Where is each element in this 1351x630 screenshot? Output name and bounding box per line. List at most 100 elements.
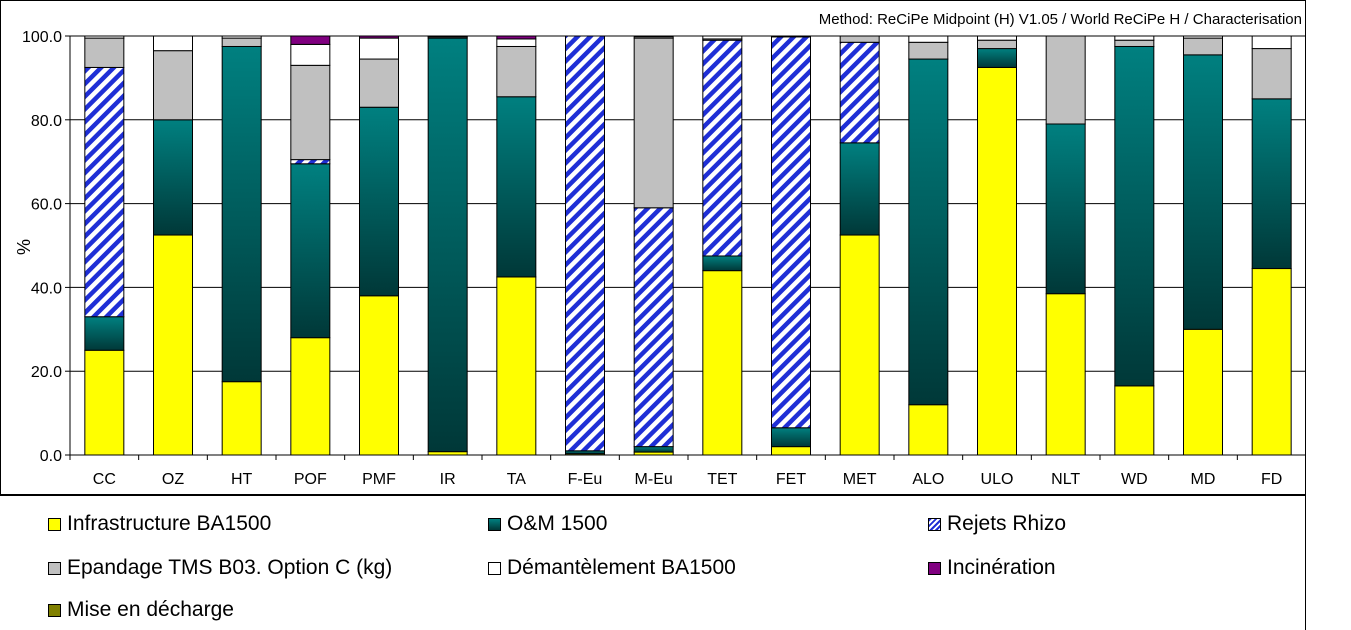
legend-item: Mise en décharge — [48, 598, 234, 622]
bar-segment-pmf-series-0 — [360, 296, 399, 455]
x-tick-label: OZ — [162, 471, 184, 488]
bar-segment-met-series-1 — [840, 143, 879, 235]
legend-item: Infrastructure BA1500 — [48, 512, 271, 536]
bar-segment-fet-series-1 — [772, 428, 811, 447]
bar-segment-pof-series-5 — [291, 36, 330, 44]
bar-segment-cc-series-4 — [85, 36, 124, 38]
bar-segment-ta-series-5 — [497, 36, 536, 39]
y-tick-label: 100.0 — [22, 29, 62, 46]
bar-segment-tet-series-4 — [703, 36, 742, 39]
bar-segment-ulo-series-0 — [978, 67, 1017, 455]
x-tick-label: M-Eu — [635, 471, 673, 488]
bar-segment-alo-series-4 — [909, 36, 948, 42]
bar-segment-fd-series-1 — [1252, 99, 1291, 269]
legend-swatch — [488, 562, 501, 575]
x-tick-label: HT — [231, 471, 253, 488]
legend-swatch — [48, 518, 61, 531]
legend-item: Incinération — [928, 556, 1056, 580]
bar-segment-fet-series-0 — [772, 447, 811, 455]
legend-item: O&M 1500 — [488, 512, 607, 536]
bar-segment-fet-series-4 — [772, 36, 811, 37]
legend-label: Démantèlement BA1500 — [507, 556, 736, 580]
x-tick-label: MD — [1191, 471, 1216, 488]
bar-segment-met-series-3 — [840, 36, 879, 42]
legend: Infrastructure BA1500 O&M 1500 Rejets Rhiz… — [0, 495, 1306, 630]
y-tick-label: 80.0 — [31, 113, 62, 130]
legend-label: Rejets Rhizo — [947, 512, 1066, 536]
bar-segment-f-eu-series-2 — [566, 36, 605, 451]
bar-segment-m-eu-series-4 — [634, 37, 673, 38]
bar-segment-ta-series-4 — [497, 39, 536, 47]
bar-segment-tet-series-1 — [703, 256, 742, 271]
bar-segment-m-eu-series-1 — [634, 447, 673, 452]
x-tick-label: F-Eu — [568, 471, 603, 488]
bar-segment-alo-series-1 — [909, 59, 948, 405]
bar-segment-ht-series-0 — [222, 382, 261, 455]
legend-swatch — [48, 604, 61, 617]
legend-item: Démantèlement BA1500 — [488, 556, 736, 580]
x-tick-label: CC — [93, 471, 116, 488]
bar-segment-nlt-series-1 — [1046, 124, 1085, 294]
bar-segment-cc-series-2 — [85, 67, 124, 316]
bar-segment-fd-series-3 — [1252, 49, 1291, 99]
y-axis-label: % — [14, 239, 34, 255]
bar-segment-fd-series-4 — [1252, 36, 1291, 49]
x-tick-label: FD — [1261, 471, 1282, 488]
x-tick-label: IR — [440, 471, 456, 488]
legend-swatch — [928, 518, 941, 531]
bar-segment-pof-series-4 — [291, 44, 330, 65]
y-tick-label: 20.0 — [31, 364, 62, 381]
legend-label: Infrastructure BA1500 — [67, 512, 271, 536]
legend-item: Epandage TMS B03. Option C (kg) — [48, 556, 392, 580]
bar-segment-cc-series-1 — [85, 317, 124, 351]
y-tick-label: 40.0 — [31, 280, 62, 297]
bar-segment-tet-series-2 — [703, 40, 742, 256]
bar-segment-pmf-series-3 — [360, 59, 399, 107]
bar-segment-alo-series-3 — [909, 42, 948, 59]
legend-label: Epandage TMS B03. Option C (kg) — [67, 556, 392, 580]
x-tick-label: TA — [507, 471, 527, 488]
bar-segment-fd-series-0 — [1252, 269, 1291, 455]
legend-label: Incinération — [947, 556, 1056, 580]
x-tick-label: POF — [294, 471, 327, 488]
x-tick-label: ALO — [912, 471, 944, 488]
legend-swatch — [928, 562, 941, 575]
bar-segment-oz-series-3 — [154, 51, 193, 120]
bar-segment-met-series-0 — [840, 235, 879, 455]
bar-segment-ht-series-3 — [222, 38, 261, 46]
bar-segment-ta-series-0 — [497, 277, 536, 455]
bar-segment-pof-series-1 — [291, 164, 330, 338]
x-tick-label: NLT — [1051, 471, 1080, 488]
bar-segment-pof-series-2 — [291, 160, 330, 164]
x-tick-label: WD — [1121, 471, 1148, 488]
x-tick-label: TET — [707, 471, 737, 488]
bar-segment-m-eu-series-2 — [634, 208, 673, 447]
chart-title: Method: ReCiPe Midpoint (H) V1.05 / Worl… — [819, 11, 1302, 28]
bar-segment-wd-series-4 — [1115, 36, 1154, 40]
bar-segment-md-series-4 — [1184, 36, 1223, 38]
bar-segment-ulo-series-3 — [978, 40, 1017, 48]
bar-segment-wd-series-0 — [1115, 386, 1154, 455]
bar-segment-pmf-series-4 — [360, 38, 399, 59]
bar-segment-ulo-series-4 — [978, 36, 1017, 40]
bar-segment-oz-series-1 — [154, 120, 193, 235]
bar-segment-md-series-3 — [1184, 38, 1223, 55]
bar-segment-pmf-series-1 — [360, 107, 399, 296]
bar-segment-cc-series-3 — [85, 38, 124, 67]
bar-segment-ht-series-1 — [222, 46, 261, 381]
x-tick-label: PMF — [362, 471, 396, 488]
bar-segment-oz-series-4 — [154, 36, 193, 51]
y-tick-label: 0.0 — [40, 448, 62, 465]
x-tick-label: FET — [776, 471, 806, 488]
bar-segment-ir-series-1 — [428, 38, 467, 452]
bar-segment-cc-series-0 — [85, 350, 124, 455]
bar-segment-ir-series-0 — [428, 452, 467, 455]
legend-label: O&M 1500 — [507, 512, 607, 536]
x-tick-label: MET — [843, 471, 877, 488]
bar-segment-wd-series-3 — [1115, 40, 1154, 46]
bar-segment-m-eu-series-3 — [634, 38, 673, 208]
bar-segment-nlt-series-3 — [1046, 36, 1085, 124]
bar-segment-met-series-2 — [840, 42, 879, 143]
bar-segment-ta-series-3 — [497, 46, 536, 96]
bar-segment-ir-series-4 — [428, 36, 467, 37]
